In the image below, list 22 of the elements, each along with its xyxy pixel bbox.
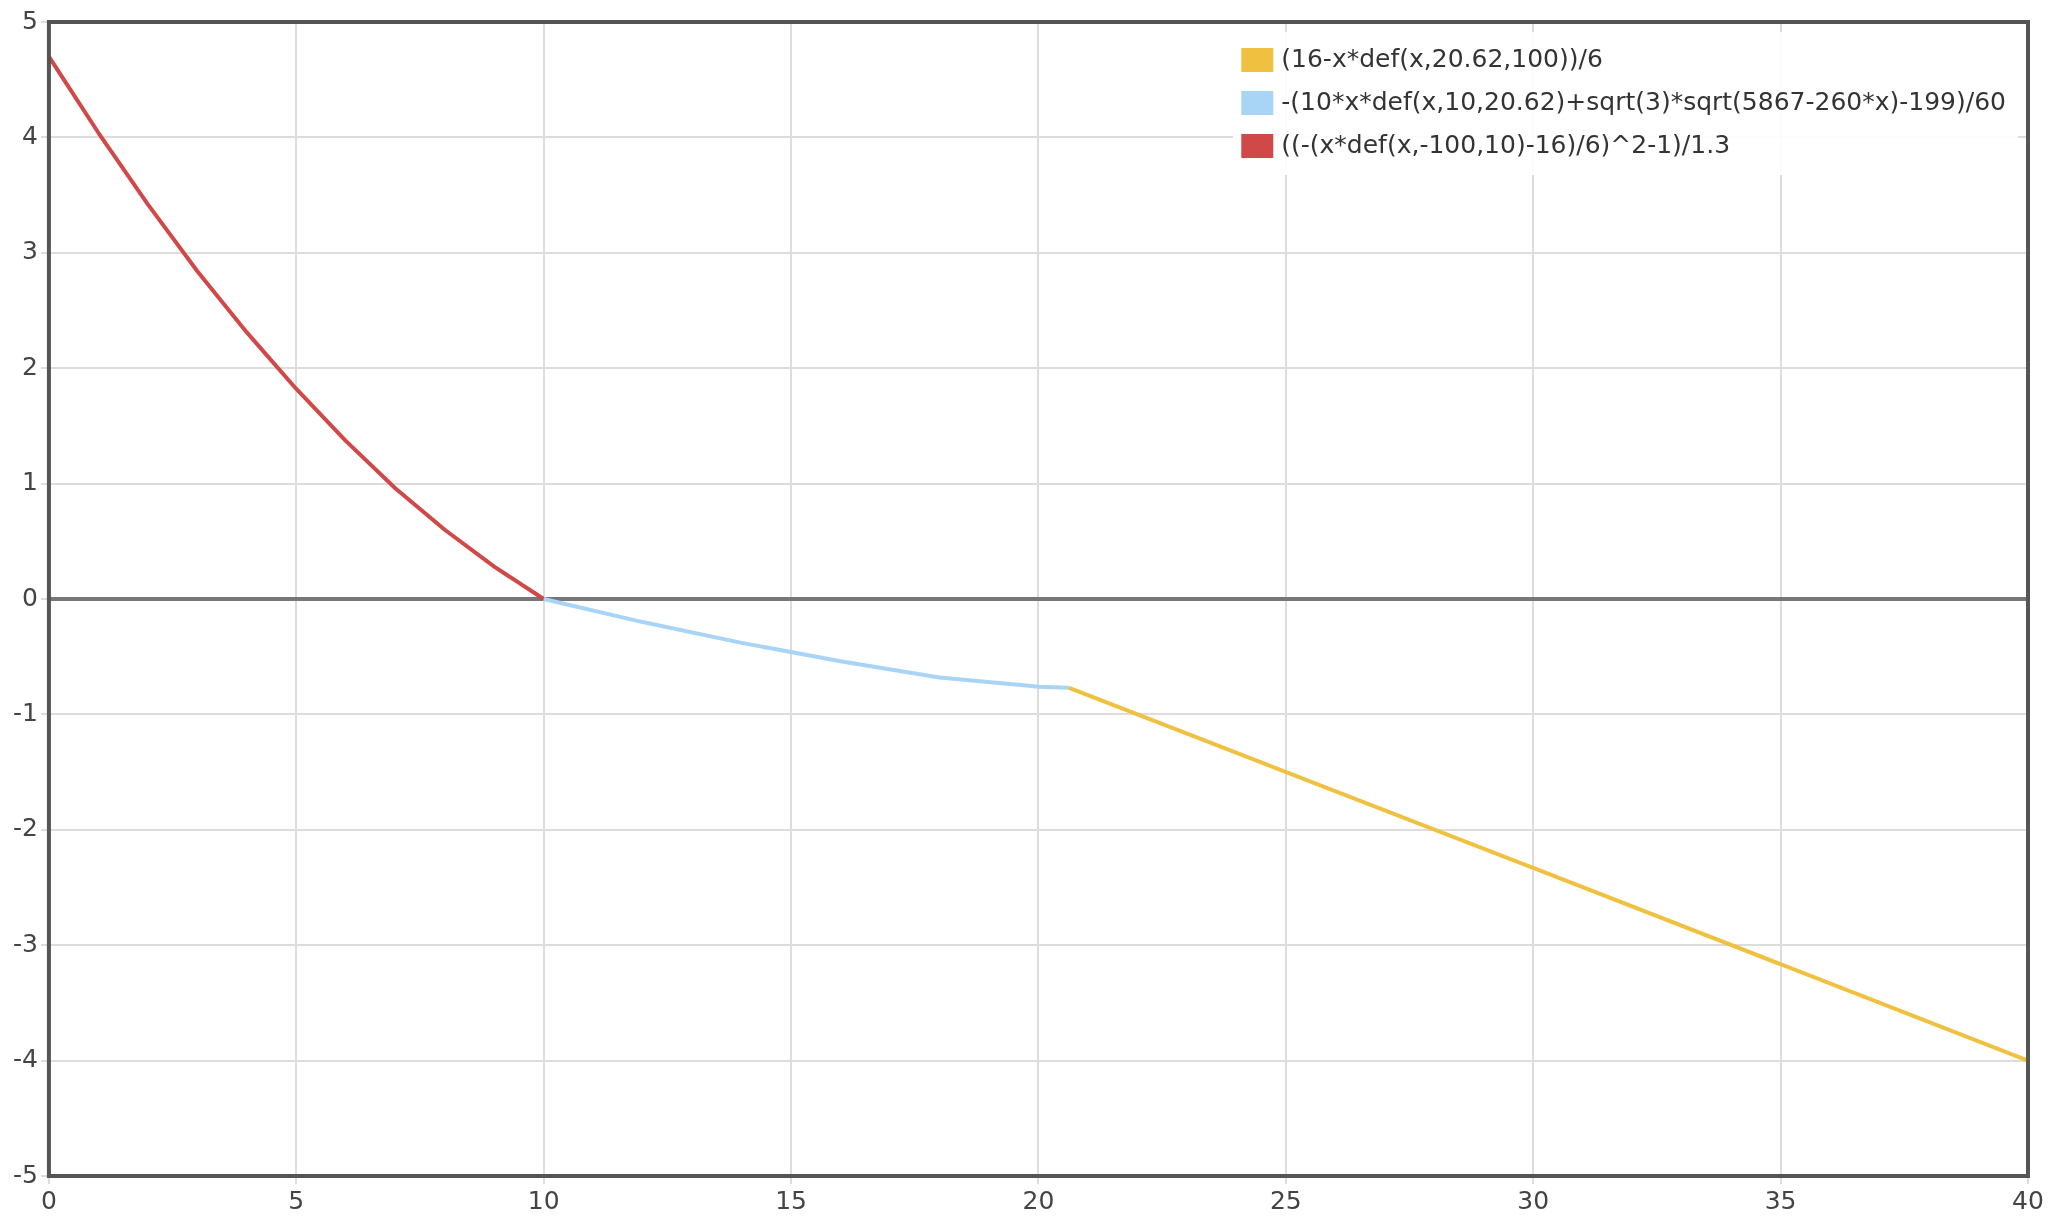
x-tick-label: 15 (775, 1185, 807, 1215)
y-tick-label: -4 (12, 1044, 38, 1074)
y-tick-label: 1 (22, 467, 38, 497)
y-tick-label: -5 (12, 1159, 38, 1189)
y-tick-label: 0 (22, 582, 38, 612)
y-tick-label: -3 (12, 928, 38, 958)
x-tick-label: 20 (1022, 1185, 1055, 1215)
x-tick-label: 10 (527, 1185, 560, 1215)
x-tick-label: 25 (1269, 1185, 1302, 1215)
legend-label: ((-(x*def(x,-100,10)-16)/6)^2-1)/1.3 (1281, 129, 1731, 159)
y-tick-label: -1 (12, 697, 38, 727)
x-tick-label: 5 (288, 1185, 305, 1215)
y-tick-label: 3 (22, 236, 38, 266)
y-tick-label: 5 (22, 5, 38, 35)
y-tick-label: -2 (12, 813, 38, 843)
x-tick-label: 30 (1517, 1185, 1550, 1215)
y-tick-label: 4 (22, 120, 38, 150)
legend-label: (16-x*def(x,20.62,100))/6 (1281, 43, 1603, 73)
x-tick-label: 40 (2012, 1185, 2044, 1215)
x-tick-label: 35 (1764, 1185, 1797, 1215)
legend-label: -(10*x*def(x,10,20.62)+sqrt(3)*sqrt(5867-260*x)-199)/60 (1281, 86, 2007, 116)
y-tick-label: 2 (22, 351, 38, 381)
